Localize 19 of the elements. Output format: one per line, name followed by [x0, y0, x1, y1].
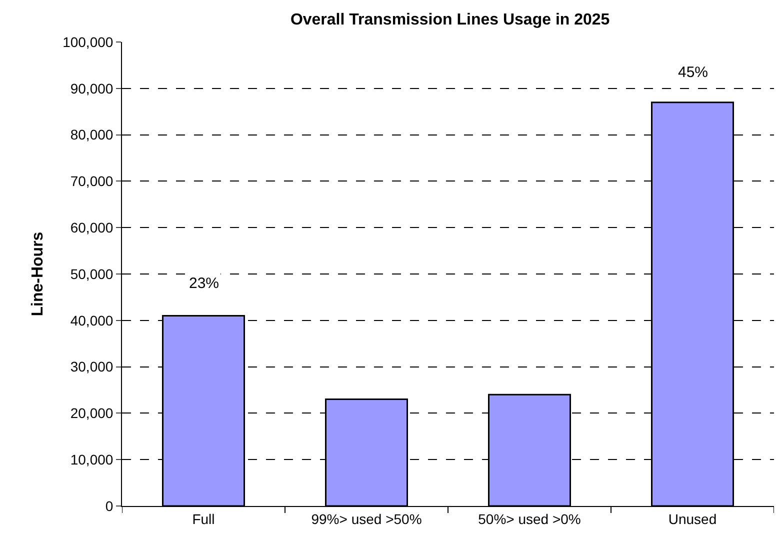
y-tick-label: 60,000 [70, 220, 114, 236]
x-tick-label: 99%> used >50% [311, 510, 422, 527]
y-tick-label: 20,000 [70, 405, 114, 422]
annotation: 23% [189, 275, 220, 292]
x-tick-label: 50%> used >0% [478, 510, 581, 527]
chart-title: Overall Transmission Lines Usage in 2025 [290, 12, 610, 29]
y-tick-label: 10,000 [70, 452, 114, 468]
y-tick-label: 70,000 [70, 173, 114, 190]
x-tick-label: Full [192, 510, 215, 527]
y-tick-label: 90,000 [70, 80, 114, 96]
y-tick-label: 40,000 [70, 312, 114, 328]
y-tick-label: 80,000 [70, 126, 114, 143]
y-tick-label: 0 [105, 498, 114, 514]
y-axis-title: Line-Hours [29, 232, 46, 316]
y-tick-label: 50,000 [70, 266, 114, 282]
annotation: 45% [678, 64, 708, 81]
y-tick-label: 30,000 [70, 358, 114, 375]
x-tick-label: Unused [668, 510, 717, 527]
y-tick-label: 100,000 [62, 34, 114, 50]
